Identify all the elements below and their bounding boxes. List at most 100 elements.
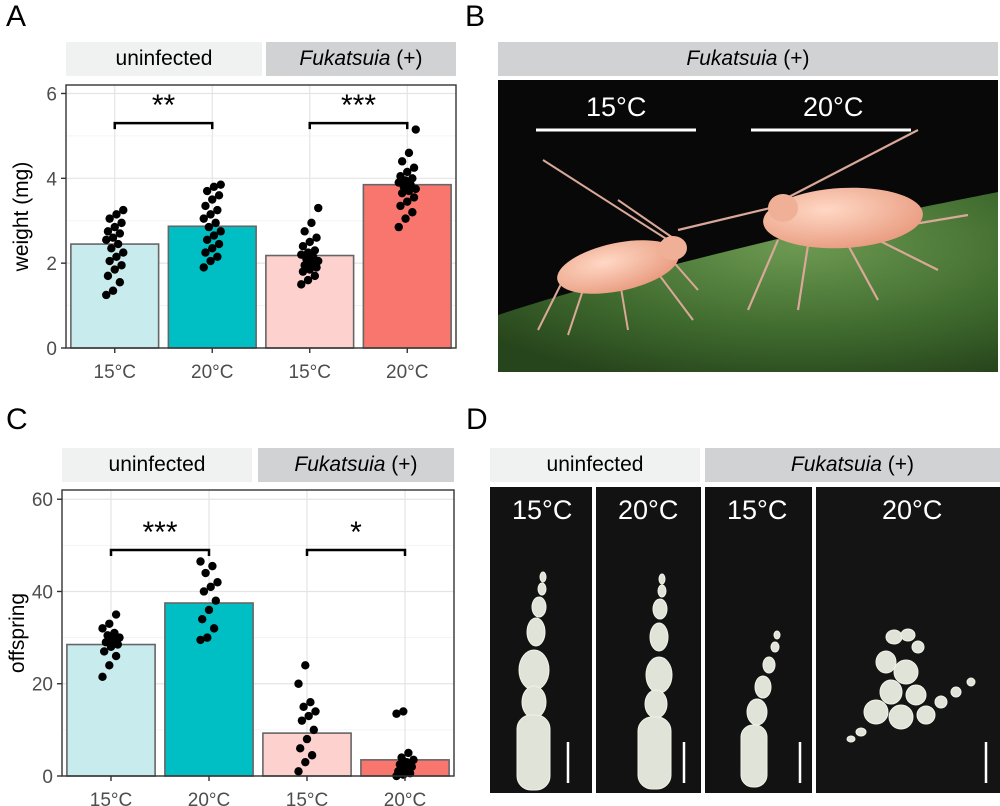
ovary-label-4: 20°C <box>882 495 943 525</box>
weight-point <box>297 280 306 289</box>
weight-point <box>110 265 119 274</box>
weight-point <box>115 278 125 287</box>
weight-point <box>394 222 403 232</box>
offspring-point <box>203 633 212 642</box>
offspring-point <box>105 661 114 670</box>
weight-point <box>403 167 412 177</box>
offspring-bar <box>164 602 254 777</box>
offspring-point <box>409 755 418 765</box>
weight-bar <box>362 183 452 349</box>
weight-point <box>310 271 320 281</box>
weight-point <box>208 244 217 253</box>
weight-point <box>108 233 118 242</box>
strip-a-uninfected-label: uninfected <box>115 47 213 70</box>
offspring-point <box>111 651 121 661</box>
offspring-point <box>301 661 310 670</box>
offspring-point <box>196 557 205 566</box>
offspring-point <box>213 578 222 587</box>
weight-point <box>409 193 419 202</box>
offspring-xtick-label: 20°C <box>188 790 230 806</box>
weight-point <box>112 210 121 219</box>
weight-point <box>409 163 419 172</box>
weight-point <box>403 197 412 206</box>
offspring-point <box>307 751 317 760</box>
weight-plot-frame <box>65 84 457 349</box>
weight-point <box>314 203 323 213</box>
strip-a-fukatsuia-italic: Fukatsuia <box>299 47 391 70</box>
weight-point <box>110 222 119 232</box>
strip-c-fukatsuia: Fukatsuia (+) <box>258 448 454 482</box>
offspring-point <box>201 568 210 578</box>
offspring-ytick-label: 60 <box>32 490 53 511</box>
weight-significance-bracket <box>308 121 409 130</box>
offspring-bar <box>262 732 352 777</box>
weight-point <box>208 195 217 204</box>
panel-letter-c: C <box>6 403 28 436</box>
offspring-point <box>301 757 310 767</box>
weight-point <box>397 157 407 166</box>
offspring-point <box>98 624 107 633</box>
weight-point <box>103 227 113 236</box>
offspring-point <box>302 734 312 744</box>
weight-point <box>105 256 114 266</box>
weight-point <box>102 290 111 300</box>
offspring-ylabel: offspring <box>6 593 29 673</box>
strip-a-fukatsuia-suffix: (+) <box>390 47 423 70</box>
offspring-significance-label: * <box>350 516 362 549</box>
strip-d-uninfected-label: uninfected <box>546 453 644 476</box>
weight-point <box>214 191 224 200</box>
weight-point <box>199 214 208 223</box>
weight-ytick-label: 4 <box>46 169 57 190</box>
offspring-point <box>111 610 121 619</box>
weight-point <box>396 201 405 211</box>
weight-bar <box>70 243 160 349</box>
ovary-photo-3: 15°C <box>705 487 812 793</box>
weight-point <box>117 218 126 228</box>
weight-point <box>310 246 320 255</box>
offspring-point <box>404 748 413 758</box>
weight-point <box>214 239 224 249</box>
strip-c-fukatsuia-suffix: (+) <box>385 453 418 476</box>
offspring-point <box>103 631 112 640</box>
offspring-point <box>311 707 320 716</box>
weight-significance-bracket <box>113 121 214 130</box>
panel-letter-b: B <box>465 0 486 33</box>
weight-point <box>300 227 309 236</box>
weight-xtick-label: 20°C <box>386 362 428 383</box>
offspring-point <box>196 635 205 645</box>
weight-point <box>102 235 111 245</box>
weight-point <box>211 218 220 228</box>
weight-point <box>119 248 128 257</box>
weight-point <box>298 241 308 251</box>
weight-point <box>213 252 222 261</box>
weight-point <box>204 222 214 232</box>
weight-point <box>216 180 225 189</box>
weight-point <box>107 244 116 253</box>
offspring-point <box>297 716 307 725</box>
weight-point <box>307 218 316 228</box>
offspring-point <box>299 702 308 712</box>
weight-point <box>411 125 420 134</box>
weight-xtick-label: 15°C <box>289 362 331 383</box>
offspring-ytick-label: 0 <box>42 767 53 788</box>
strip-d-uninfected: uninfected <box>490 448 700 482</box>
weight-point <box>117 261 126 270</box>
offspring-point <box>204 605 214 615</box>
weight-point <box>201 248 210 257</box>
offspring-xtick-label: 15°C <box>90 790 132 806</box>
offspring-point <box>294 767 303 776</box>
weight-point <box>216 227 225 236</box>
weight-point <box>119 205 128 215</box>
ovary-chain-3 <box>740 630 802 788</box>
aphid-large-body <box>763 187 923 249</box>
weight-point <box>397 188 407 198</box>
offspring-ytick-label: 20 <box>32 675 53 696</box>
weight-point <box>202 186 212 196</box>
offspring-point <box>395 760 405 769</box>
weight-point <box>303 275 313 285</box>
offspring-point <box>206 582 215 592</box>
strip-b-fukatsuia: Fukatsuia (+) <box>498 42 998 76</box>
weight-significance-label: ** <box>152 89 176 122</box>
photo-label-20: 20°C <box>803 92 864 122</box>
